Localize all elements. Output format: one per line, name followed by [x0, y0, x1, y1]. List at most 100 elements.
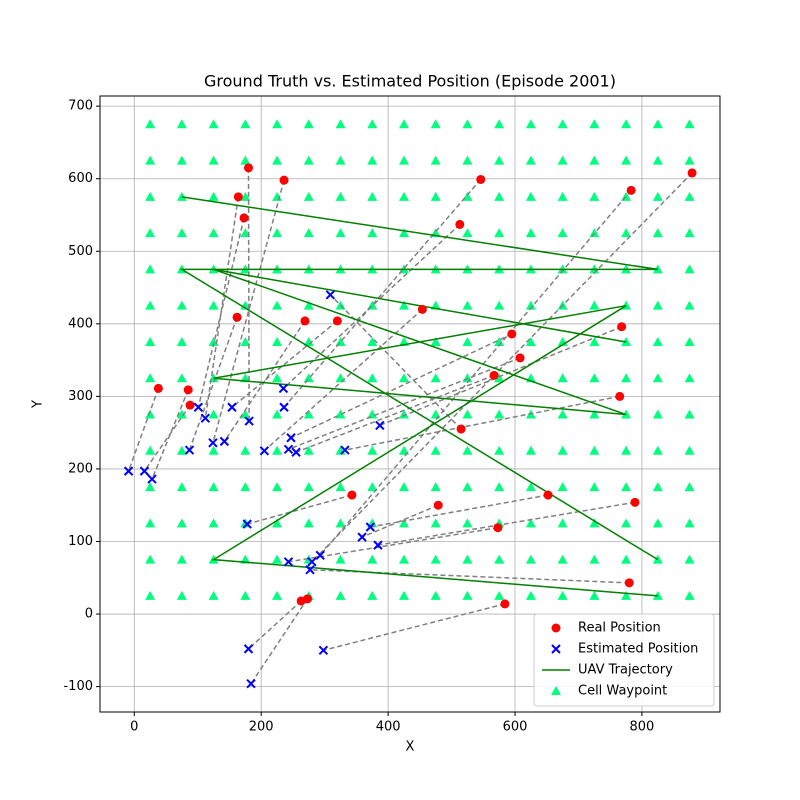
waypoint: [525, 300, 536, 310]
waypoint: [652, 409, 663, 419]
waypoint: [303, 518, 314, 528]
error-link: [379, 326, 622, 427]
y-tick-label: 500: [68, 244, 93, 259]
real-point: [455, 219, 465, 229]
legend-marker: [551, 644, 561, 654]
real-point: [615, 391, 625, 401]
waypoint: [176, 228, 187, 238]
waypoint: [240, 336, 251, 346]
real-point: [300, 316, 310, 326]
real-point: [232, 312, 242, 322]
waypoint: [367, 482, 378, 492]
real-point: [687, 168, 697, 178]
estimated-point: [279, 402, 289, 412]
estimated-point: [375, 420, 385, 431]
error-link: [188, 317, 238, 451]
waypoint: [208, 191, 219, 201]
waypoint: [589, 155, 600, 165]
waypoint: [525, 590, 536, 600]
waypoint: [430, 445, 441, 455]
waypoint: [145, 119, 156, 129]
waypoint: [272, 518, 283, 528]
waypoint: [684, 482, 695, 492]
estimated-point: [283, 557, 294, 567]
real-point: [476, 174, 486, 184]
x-tick-label: 0: [130, 720, 138, 735]
waypoint: [367, 554, 378, 564]
waypoint: [145, 518, 156, 528]
real-point: [507, 329, 517, 339]
waypoint: [272, 300, 283, 310]
error-link: [295, 374, 495, 453]
error-link: [377, 501, 636, 546]
waypoint: [430, 482, 441, 492]
real-point: [500, 599, 510, 609]
waypoint: [208, 482, 219, 492]
waypoint: [494, 228, 505, 238]
error-link: [288, 357, 521, 451]
waypoint: [272, 228, 283, 238]
waypoint: [240, 119, 251, 129]
waypoint: [398, 409, 409, 419]
waypoint: [272, 590, 283, 600]
waypoint: [176, 300, 187, 310]
error-link: [361, 504, 439, 538]
error-link: [311, 172, 693, 563]
waypoint: [462, 482, 473, 492]
waypoint: [494, 482, 505, 492]
error-link: [212, 179, 285, 444]
waypoint: [525, 336, 536, 346]
waypoint: [303, 300, 314, 310]
real-point: [243, 163, 253, 173]
estimated-point: [243, 644, 254, 654]
error-link: [127, 388, 160, 472]
waypoint: [557, 119, 568, 129]
waypoint: [240, 590, 251, 600]
estimated-point: [244, 416, 254, 426]
real-point: [617, 322, 627, 332]
waypoint: [145, 155, 156, 165]
waypoint: [589, 590, 600, 600]
y-tick-label: 200: [68, 461, 93, 476]
waypoint: [367, 409, 378, 419]
estimated-point: [246, 678, 256, 689]
waypoint: [462, 409, 473, 419]
waypoint: [303, 445, 314, 455]
error-link: [344, 395, 620, 451]
waypoint: [272, 191, 283, 201]
estimated-point: [123, 466, 134, 476]
error-link: [329, 294, 462, 430]
waypoint: [684, 590, 695, 600]
waypoint: [589, 191, 600, 201]
waypoint: [430, 119, 441, 129]
waypoint: [145, 373, 156, 383]
waypoint: [525, 119, 536, 129]
legend-label: UAV Trajectory: [578, 663, 673, 678]
waypoint: [335, 518, 346, 528]
y-tick-label: 400: [68, 316, 93, 331]
waypoint: [684, 119, 695, 129]
waypoint: [240, 228, 251, 238]
waypoint: [335, 119, 346, 129]
x-tick-label: 400: [376, 720, 401, 735]
estimated-point: [315, 550, 325, 560]
real-point: [626, 185, 636, 195]
waypoint: [240, 409, 251, 419]
estimated-point: [208, 438, 218, 448]
estimated-point: [147, 474, 157, 484]
x-tick-label: 800: [630, 720, 655, 735]
waypoint: [462, 445, 473, 455]
waypoint: [494, 336, 505, 346]
waypoint: [145, 445, 156, 455]
waypoint: [621, 445, 632, 455]
waypoint: [240, 155, 251, 165]
waypoint: [684, 336, 695, 346]
waypoint: [240, 373, 251, 383]
waypoint: [652, 228, 663, 238]
real-point: [279, 175, 289, 185]
estimated-point: [291, 447, 301, 457]
waypoint: [652, 119, 663, 129]
y-tick-label: 100: [68, 534, 93, 549]
estimated-point: [139, 466, 150, 476]
